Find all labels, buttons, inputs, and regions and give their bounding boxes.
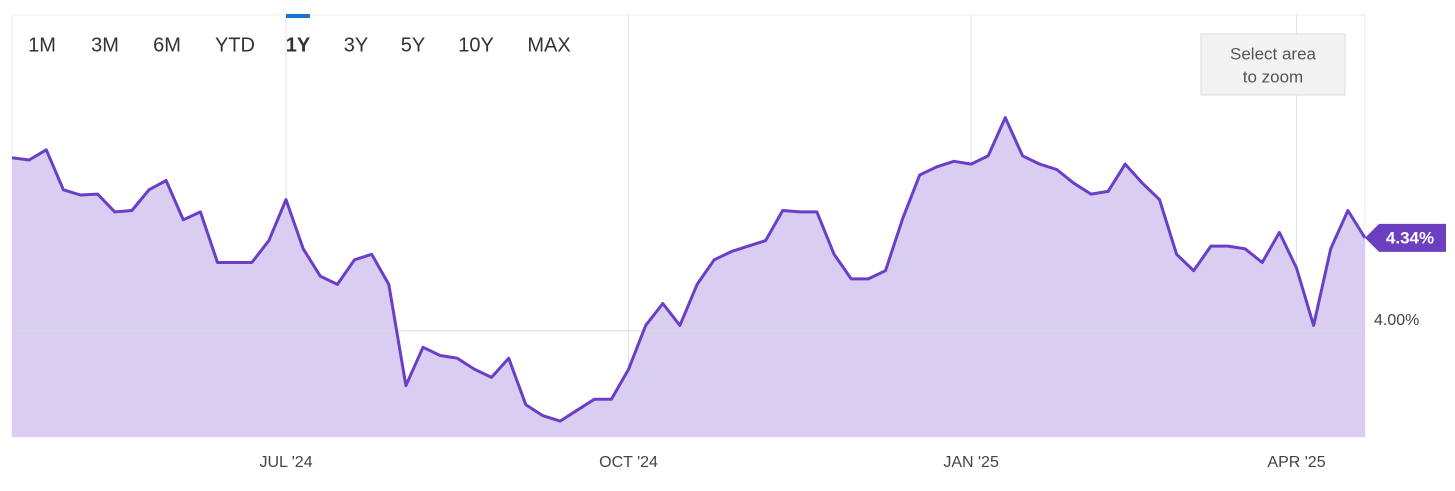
range-button: 10Y: [458, 34, 494, 56]
value-label: 4.34%: [1386, 228, 1434, 247]
x-tick-label: OCT '24: [599, 454, 658, 471]
zoom-hint: Select area: [1230, 44, 1317, 63]
area-fill: [12, 117, 1365, 437]
zoom-hint-box: [1200, 33, 1346, 96]
x-tick-label: JAN '25: [943, 454, 999, 471]
plot: [11, 15, 1367, 437]
zoom-hint: to zoom: [1243, 67, 1303, 86]
x-tick-label: JUL '24: [259, 454, 312, 471]
range-button[interactable]: 5Y: [401, 34, 425, 56]
y-tick-label: 4.00%: [1374, 312, 1419, 329]
active-indicator: [286, 14, 310, 18]
x-tick-label: APR '25: [1267, 454, 1325, 471]
range-button[interactable]: 6M: [153, 34, 181, 56]
range-button[interactable]: 1M: [28, 34, 56, 56]
line: [11, 116, 1367, 423]
range-button[interactable]: 3M: [91, 34, 119, 56]
range-button[interactable]: 1Y: [286, 34, 311, 56]
range-button[interactable]: 3Y: [344, 34, 368, 56]
range-button: MAX: [527, 34, 570, 56]
value-badge: [1365, 223, 1446, 252]
range-button[interactable]: YTD: [215, 34, 255, 56]
